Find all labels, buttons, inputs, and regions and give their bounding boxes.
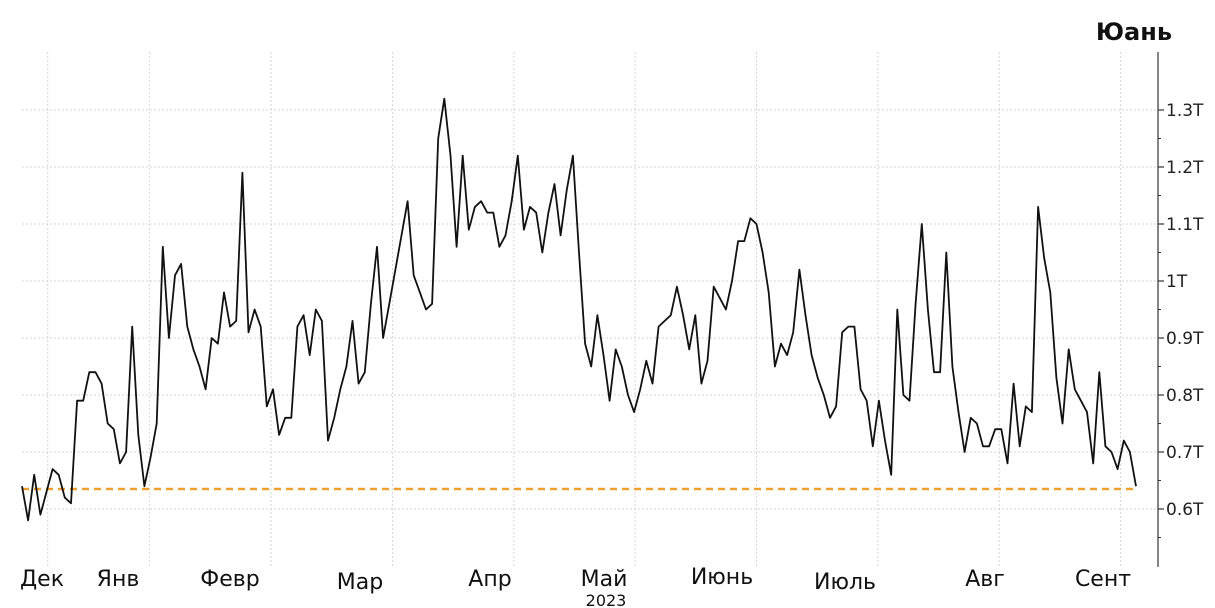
x-tick-label: Сент xyxy=(1075,567,1131,592)
y-axis: 0.6T 0.7T 0.8T 0.9T 1T 1.1T 1.2T 1.3T xyxy=(1157,52,1204,567)
y-unit-label: Юань xyxy=(1096,18,1172,46)
y-tick-label: 0.6T xyxy=(1166,500,1204,520)
x-axis: Дек Янв Февр Мар Апр Май Июнь Июль Авг Сент xyxy=(20,565,1131,595)
y-tick-label: 0.8T xyxy=(1166,386,1204,406)
series-line-0 xyxy=(21,97,1137,522)
y-tick-label: 1.3T xyxy=(1166,101,1204,121)
y-tick-label: 1.2T xyxy=(1166,158,1204,178)
y-tick-label: 1.1T xyxy=(1166,215,1204,235)
x-tick-label: Дек xyxy=(20,567,64,592)
x-tick-label: Февр xyxy=(200,567,259,592)
y-tick-label: 0.9T xyxy=(1166,329,1204,349)
x-tick-label: Авг xyxy=(965,567,1005,592)
x-tick-label: Июнь xyxy=(691,565,753,590)
y-tick-label: 0.7T xyxy=(1166,443,1204,463)
series-layer xyxy=(21,97,1137,522)
x-tick-label: Май xyxy=(581,567,628,592)
x-tick-label: Янв xyxy=(97,567,140,592)
x-tick-label: Мар xyxy=(337,570,383,595)
x-tick-label: Апр xyxy=(468,567,511,592)
x-year-label: 2023 xyxy=(586,591,627,608)
x-tick-label: Июль xyxy=(814,570,876,595)
y-tick-label: 1T xyxy=(1166,272,1188,292)
